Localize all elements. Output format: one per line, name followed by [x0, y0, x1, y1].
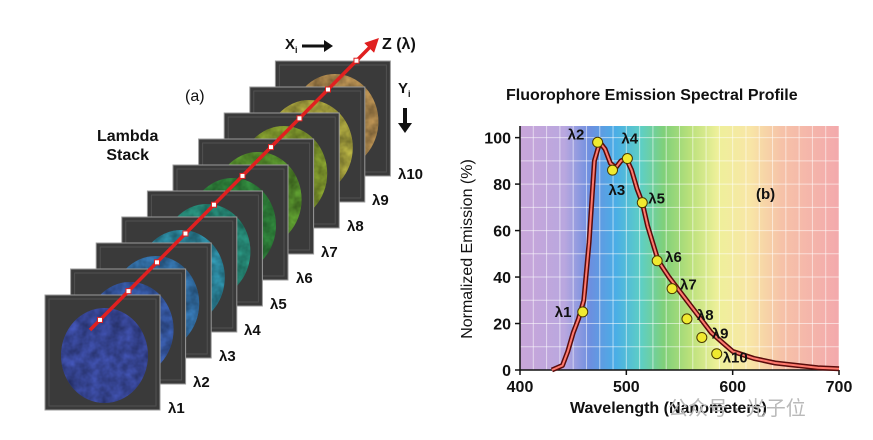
y-tick-label: 80 — [493, 177, 511, 194]
y-axis-label: Yi — [398, 80, 411, 99]
slice-hit-point-2 — [125, 288, 132, 295]
slice-1 — [44, 294, 161, 411]
x-axis-label: Xi — [285, 36, 298, 55]
y-tick-label: 0 — [502, 363, 511, 380]
marker-label-6: λ6 — [665, 249, 682, 266]
slice-hit-point-8 — [296, 115, 303, 122]
marker-1 — [577, 306, 589, 318]
x-axis-title: Wavelength (Nanometers) — [570, 400, 767, 417]
x-axis-arrowhead — [324, 40, 333, 52]
slice-label-3: λ3 — [219, 348, 236, 365]
slice-hit-point-1 — [96, 316, 103, 323]
panel-b-label: (b) — [756, 186, 776, 203]
slice-hit-point-10 — [353, 57, 360, 64]
marker-9 — [696, 331, 708, 343]
marker-label-7: λ7 — [680, 277, 697, 294]
slice-label-5: λ5 — [270, 296, 287, 313]
watermark: 公众号 · 光子位 — [668, 398, 806, 420]
chart-title: Fluorophore Emission Spectral Profile — [506, 87, 798, 104]
x-tick-label: 700 — [826, 379, 853, 396]
panel-a-label: (a) — [185, 88, 205, 105]
slice-hit-point-9 — [324, 86, 331, 93]
slice-label-2: λ2 — [193, 374, 210, 391]
slice-label-4: λ4 — [244, 322, 261, 339]
y-tick-label: 60 — [493, 224, 511, 241]
y-axis-arrowhead — [398, 123, 412, 133]
marker-label-10: λ10 — [723, 350, 748, 367]
marker-label-4: λ4 — [621, 131, 638, 148]
y-axis-title: Normalized Emission (%) — [459, 159, 476, 339]
marker-10 — [711, 348, 723, 360]
lambda-stack-diagram — [44, 38, 412, 411]
marker-7 — [666, 283, 678, 295]
marker-label-9: λ9 — [712, 325, 729, 342]
marker-label-8: λ8 — [697, 307, 714, 324]
slice-hit-point-6 — [239, 172, 246, 179]
slice-label-6: λ6 — [296, 270, 313, 287]
y-tick-label: 100 — [484, 131, 511, 148]
slice-label-7: λ7 — [321, 244, 338, 261]
slice-label-9: λ9 — [372, 192, 389, 209]
z-axis-label: Z (λ) — [382, 36, 416, 53]
slice-hit-point-7 — [267, 144, 274, 151]
x-tick-label: 500 — [613, 379, 640, 396]
slice-label-10: λ10 — [398, 166, 424, 183]
y-tick-label: 40 — [493, 270, 511, 287]
slice-hit-point-5 — [210, 201, 217, 208]
slice-hit-point-3 — [153, 259, 160, 266]
marker-2 — [592, 136, 604, 148]
slice-label-8: λ8 — [347, 218, 364, 235]
marker-6 — [651, 255, 663, 267]
marker-8 — [681, 313, 693, 325]
lambda-stack-title: Lambda Stack — [97, 128, 159, 164]
slice-hit-point-4 — [182, 230, 189, 237]
marker-label-1: λ1 — [555, 304, 572, 321]
emission-curve — [551, 141, 840, 371]
slice-label-1: λ1 — [168, 400, 185, 417]
marker-label-3: λ3 — [609, 182, 626, 199]
y-tick-label: 20 — [493, 317, 511, 334]
marker-label-5: λ5 — [648, 191, 665, 208]
marker-label-2: λ2 — [568, 126, 585, 143]
marker-3 — [607, 164, 619, 176]
x-tick-label: 600 — [719, 379, 746, 396]
marker-4 — [621, 153, 633, 165]
marker-5 — [636, 197, 648, 209]
x-tick-label: 400 — [507, 379, 534, 396]
